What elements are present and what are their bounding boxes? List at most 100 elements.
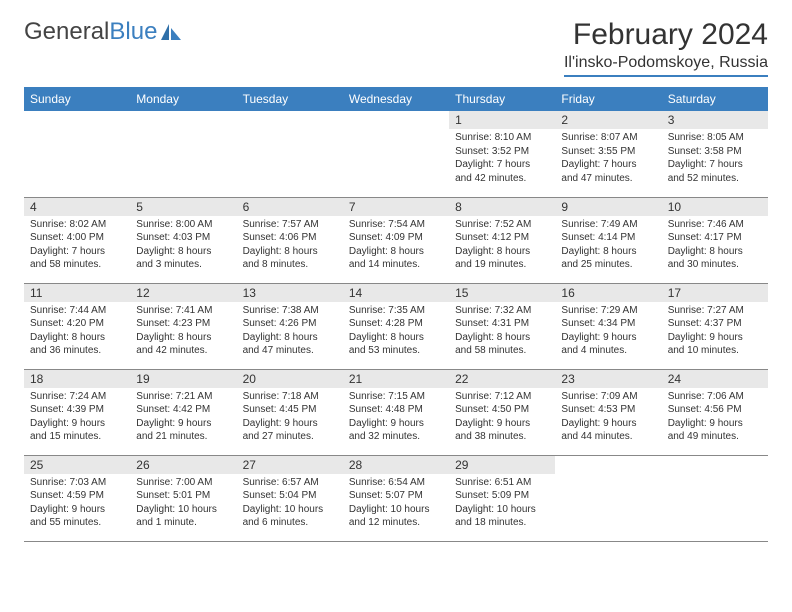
day-details: Sunrise: 6:54 AMSunset: 5:07 PMDaylight:…: [343, 474, 449, 534]
day-details: Sunrise: 7:24 AMSunset: 4:39 PMDaylight:…: [24, 388, 130, 448]
day-number: 25: [24, 456, 130, 474]
day-number: 27: [237, 456, 343, 474]
day-details: Sunrise: 7:12 AMSunset: 4:50 PMDaylight:…: [449, 388, 555, 448]
calendar-cell: 15Sunrise: 7:32 AMSunset: 4:31 PMDayligh…: [449, 283, 555, 369]
day-details: Sunrise: 7:38 AMSunset: 4:26 PMDaylight:…: [237, 302, 343, 362]
day-header: Wednesday: [343, 87, 449, 111]
month-title: February 2024: [564, 18, 768, 52]
day-header-row: SundayMondayTuesdayWednesdayThursdayFrid…: [24, 87, 768, 111]
calendar-cell: 10Sunrise: 7:46 AMSunset: 4:17 PMDayligh…: [662, 197, 768, 283]
day-number: 20: [237, 370, 343, 388]
day-details: Sunrise: 7:00 AMSunset: 5:01 PMDaylight:…: [130, 474, 236, 534]
day-number: 10: [662, 198, 768, 216]
day-details: Sunrise: 7:29 AMSunset: 4:34 PMDaylight:…: [555, 302, 661, 362]
calendar-cell: 2Sunrise: 8:07 AMSunset: 3:55 PMDaylight…: [555, 111, 661, 197]
day-details: Sunrise: 8:00 AMSunset: 4:03 PMDaylight:…: [130, 216, 236, 276]
day-details: Sunrise: 7:35 AMSunset: 4:28 PMDaylight:…: [343, 302, 449, 362]
calendar-row: 1Sunrise: 8:10 AMSunset: 3:52 PMDaylight…: [24, 111, 768, 197]
calendar-row: 4Sunrise: 8:02 AMSunset: 4:00 PMDaylight…: [24, 197, 768, 283]
day-details: Sunrise: 8:07 AMSunset: 3:55 PMDaylight:…: [555, 129, 661, 189]
calendar-cell: 14Sunrise: 7:35 AMSunset: 4:28 PMDayligh…: [343, 283, 449, 369]
day-details: Sunrise: 7:18 AMSunset: 4:45 PMDaylight:…: [237, 388, 343, 448]
day-number: 24: [662, 370, 768, 388]
day-header: Sunday: [24, 87, 130, 111]
day-number: 7: [343, 198, 449, 216]
calendar-head: SundayMondayTuesdayWednesdayThursdayFrid…: [24, 87, 768, 111]
calendar-cell: 12Sunrise: 7:41 AMSunset: 4:23 PMDayligh…: [130, 283, 236, 369]
day-details: Sunrise: 7:46 AMSunset: 4:17 PMDaylight:…: [662, 216, 768, 276]
day-number: 18: [24, 370, 130, 388]
day-details: Sunrise: 7:09 AMSunset: 4:53 PMDaylight:…: [555, 388, 661, 448]
calendar-cell: 8Sunrise: 7:52 AMSunset: 4:12 PMDaylight…: [449, 197, 555, 283]
calendar-body: 1Sunrise: 8:10 AMSunset: 3:52 PMDaylight…: [24, 111, 768, 541]
day-details: Sunrise: 6:57 AMSunset: 5:04 PMDaylight:…: [237, 474, 343, 534]
calendar-cell: 9Sunrise: 7:49 AMSunset: 4:14 PMDaylight…: [555, 197, 661, 283]
calendar-cell: 6Sunrise: 7:57 AMSunset: 4:06 PMDaylight…: [237, 197, 343, 283]
day-number: 14: [343, 284, 449, 302]
day-details: Sunrise: 7:32 AMSunset: 4:31 PMDaylight:…: [449, 302, 555, 362]
day-details: Sunrise: 8:05 AMSunset: 3:58 PMDaylight:…: [662, 129, 768, 189]
day-number: 23: [555, 370, 661, 388]
day-number: 1: [449, 111, 555, 129]
day-number: 22: [449, 370, 555, 388]
day-number: 19: [130, 370, 236, 388]
day-details: Sunrise: 7:15 AMSunset: 4:48 PMDaylight:…: [343, 388, 449, 448]
calendar-cell: 16Sunrise: 7:29 AMSunset: 4:34 PMDayligh…: [555, 283, 661, 369]
day-details: Sunrise: 7:21 AMSunset: 4:42 PMDaylight:…: [130, 388, 236, 448]
day-details: Sunrise: 7:03 AMSunset: 4:59 PMDaylight:…: [24, 474, 130, 534]
calendar-cell: 24Sunrise: 7:06 AMSunset: 4:56 PMDayligh…: [662, 369, 768, 455]
day-details: Sunrise: 7:57 AMSunset: 4:06 PMDaylight:…: [237, 216, 343, 276]
day-details: Sunrise: 8:10 AMSunset: 3:52 PMDaylight:…: [449, 129, 555, 189]
day-number: 29: [449, 456, 555, 474]
calendar-cell: 19Sunrise: 7:21 AMSunset: 4:42 PMDayligh…: [130, 369, 236, 455]
day-number: 9: [555, 198, 661, 216]
calendar-cell: [343, 111, 449, 197]
day-header: Tuesday: [237, 87, 343, 111]
day-number: 28: [343, 456, 449, 474]
day-number: 11: [24, 284, 130, 302]
day-details: Sunrise: 7:49 AMSunset: 4:14 PMDaylight:…: [555, 216, 661, 276]
sail-icon: [159, 22, 183, 42]
calendar-cell: 3Sunrise: 8:05 AMSunset: 3:58 PMDaylight…: [662, 111, 768, 197]
day-details: Sunrise: 7:27 AMSunset: 4:37 PMDaylight:…: [662, 302, 768, 362]
brand-name: GeneralBlue: [24, 18, 157, 46]
day-number: 17: [662, 284, 768, 302]
calendar-cell: [662, 455, 768, 541]
day-details: Sunrise: 8:02 AMSunset: 4:00 PMDaylight:…: [24, 216, 130, 276]
day-number: 4: [24, 198, 130, 216]
calendar-row: 25Sunrise: 7:03 AMSunset: 4:59 PMDayligh…: [24, 455, 768, 541]
calendar-cell: 11Sunrise: 7:44 AMSunset: 4:20 PMDayligh…: [24, 283, 130, 369]
day-details: Sunrise: 7:41 AMSunset: 4:23 PMDaylight:…: [130, 302, 236, 362]
calendar-cell: 5Sunrise: 8:00 AMSunset: 4:03 PMDaylight…: [130, 197, 236, 283]
calendar-row: 11Sunrise: 7:44 AMSunset: 4:20 PMDayligh…: [24, 283, 768, 369]
day-number: 2: [555, 111, 661, 129]
brand-logo: GeneralBlue: [24, 18, 183, 46]
calendar-cell: [130, 111, 236, 197]
calendar-table: SundayMondayTuesdayWednesdayThursdayFrid…: [24, 87, 768, 542]
day-number: 8: [449, 198, 555, 216]
day-details: Sunrise: 7:54 AMSunset: 4:09 PMDaylight:…: [343, 216, 449, 276]
calendar-cell: 26Sunrise: 7:00 AMSunset: 5:01 PMDayligh…: [130, 455, 236, 541]
calendar-cell: 21Sunrise: 7:15 AMSunset: 4:48 PMDayligh…: [343, 369, 449, 455]
calendar-cell: 18Sunrise: 7:24 AMSunset: 4:39 PMDayligh…: [24, 369, 130, 455]
day-number: 12: [130, 284, 236, 302]
day-header: Thursday: [449, 87, 555, 111]
location-label: Il'insko-Podomskoye, Russia: [564, 54, 768, 77]
day-details: Sunrise: 7:52 AMSunset: 4:12 PMDaylight:…: [449, 216, 555, 276]
calendar-cell: 1Sunrise: 8:10 AMSunset: 3:52 PMDaylight…: [449, 111, 555, 197]
day-number: 3: [662, 111, 768, 129]
day-details: Sunrise: 7:06 AMSunset: 4:56 PMDaylight:…: [662, 388, 768, 448]
day-header: Friday: [555, 87, 661, 111]
brand-name-part-a: General: [24, 18, 109, 45]
day-number: 16: [555, 284, 661, 302]
calendar-cell: 7Sunrise: 7:54 AMSunset: 4:09 PMDaylight…: [343, 197, 449, 283]
day-number: 5: [130, 198, 236, 216]
day-number: 26: [130, 456, 236, 474]
day-number: 6: [237, 198, 343, 216]
day-number: 15: [449, 284, 555, 302]
title-block: February 2024 Il'insko-Podomskoye, Russi…: [564, 18, 768, 77]
brand-name-part-b: Blue: [109, 18, 157, 45]
calendar-cell: 27Sunrise: 6:57 AMSunset: 5:04 PMDayligh…: [237, 455, 343, 541]
calendar-row: 18Sunrise: 7:24 AMSunset: 4:39 PMDayligh…: [24, 369, 768, 455]
day-header: Monday: [130, 87, 236, 111]
